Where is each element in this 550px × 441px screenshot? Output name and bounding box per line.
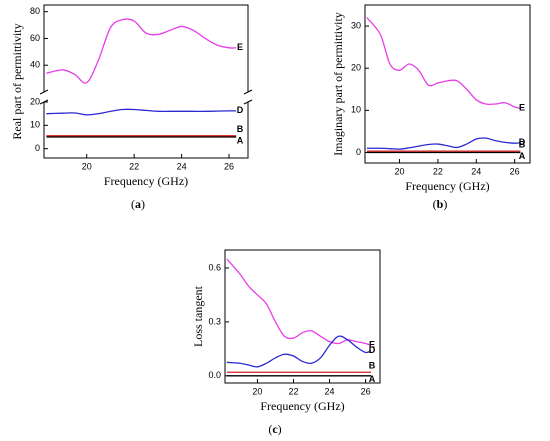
axis-break xyxy=(39,89,49,95)
x-tick-label: 26 xyxy=(224,161,234,171)
x-tick-label: 24 xyxy=(177,161,187,171)
y-axis-label: Imaginary part of permittivity xyxy=(331,12,345,156)
series-line xyxy=(366,137,521,150)
series-label: B xyxy=(519,140,526,150)
y-tick-label: 10 xyxy=(351,105,361,115)
x-axis-label: Frequency (GHz) xyxy=(405,179,489,193)
y-tick-label: 10 xyxy=(30,120,40,130)
y-tick-label: 80 xyxy=(30,6,40,16)
y-tick-label: 0 xyxy=(35,143,40,153)
y-tick-label: 0.6 xyxy=(208,262,221,272)
series-label: E xyxy=(519,103,525,113)
panel-caption-part: ) xyxy=(278,422,282,436)
x-tick-label: 20 xyxy=(395,166,405,176)
chart: 0 10 20 40 60 80 20 22 24 26 Frequency (GHz) Real p… xyxy=(10,4,253,211)
y-tick-label: 0.0 xyxy=(208,370,221,380)
series-label: B xyxy=(369,361,376,371)
series-label: E xyxy=(369,340,375,350)
panel-caption: (c) xyxy=(268,422,281,436)
x-tick-label: 24 xyxy=(325,386,335,396)
x-tick-label: 26 xyxy=(361,386,371,396)
series-line xyxy=(226,335,372,368)
series-line xyxy=(226,258,372,346)
axis-break xyxy=(243,89,253,95)
y-axis-label: Loss tangent xyxy=(191,285,205,347)
x-tick-label: 24 xyxy=(471,166,481,176)
x-tick-label: 20 xyxy=(82,161,92,171)
axis-frame xyxy=(364,4,531,164)
x-axis-label: Frequency (GHz) xyxy=(104,174,188,188)
y-tick-label: 0 xyxy=(356,147,361,157)
panel-caption-part: ( xyxy=(131,197,135,211)
axis-break xyxy=(243,99,253,105)
y-axis-label: Real part of permittivity xyxy=(10,23,24,139)
x-tick-label: 22 xyxy=(433,166,443,176)
series-label: D xyxy=(237,105,244,115)
x-tick-label: 26 xyxy=(510,166,520,176)
panel-caption-part: ) xyxy=(443,197,447,211)
axis-frame xyxy=(224,249,381,384)
y-tick-label: 60 xyxy=(30,33,40,43)
x-tick-label: 22 xyxy=(288,386,298,396)
series-label: E xyxy=(237,42,243,52)
series-label: A xyxy=(237,135,244,145)
panel-caption-part: a xyxy=(135,197,141,211)
panel-caption-part: ( xyxy=(268,422,272,436)
y-tick-label: 20 xyxy=(30,96,40,106)
series-label: B xyxy=(237,124,244,134)
y-tick-label: 40 xyxy=(30,60,40,70)
panel-caption-part: ( xyxy=(433,197,437,211)
x-tick-label: 20 xyxy=(252,386,262,396)
axis-frame xyxy=(43,4,249,159)
y-tick-label: 0.3 xyxy=(208,316,221,326)
panel-caption-part: ) xyxy=(141,197,145,211)
chart: 0 10 20 30 20 22 24 26 Frequency (GHz) Imaginary … xyxy=(331,4,531,211)
x-tick-label: 22 xyxy=(129,161,139,171)
series-label: A xyxy=(369,374,376,384)
series-line xyxy=(366,17,521,109)
series-label: D xyxy=(519,137,526,147)
y-tick-label: 30 xyxy=(351,20,361,30)
series-line xyxy=(46,18,237,84)
series-label: D xyxy=(369,345,376,355)
panel-caption: (b) xyxy=(433,197,448,211)
panel-caption-part: c xyxy=(272,422,278,436)
panel-caption: (a) xyxy=(131,197,145,211)
panel-caption-part: b xyxy=(437,197,444,211)
series-label: A xyxy=(519,151,526,161)
series-line xyxy=(46,108,237,116)
x-axis-label: Frequency (GHz) xyxy=(260,399,344,413)
y-tick-label: 20 xyxy=(351,63,361,73)
chart: 0.0 0.3 0.6 20 22 24 26 Frequency (GHz) Loss tan… xyxy=(191,249,381,436)
